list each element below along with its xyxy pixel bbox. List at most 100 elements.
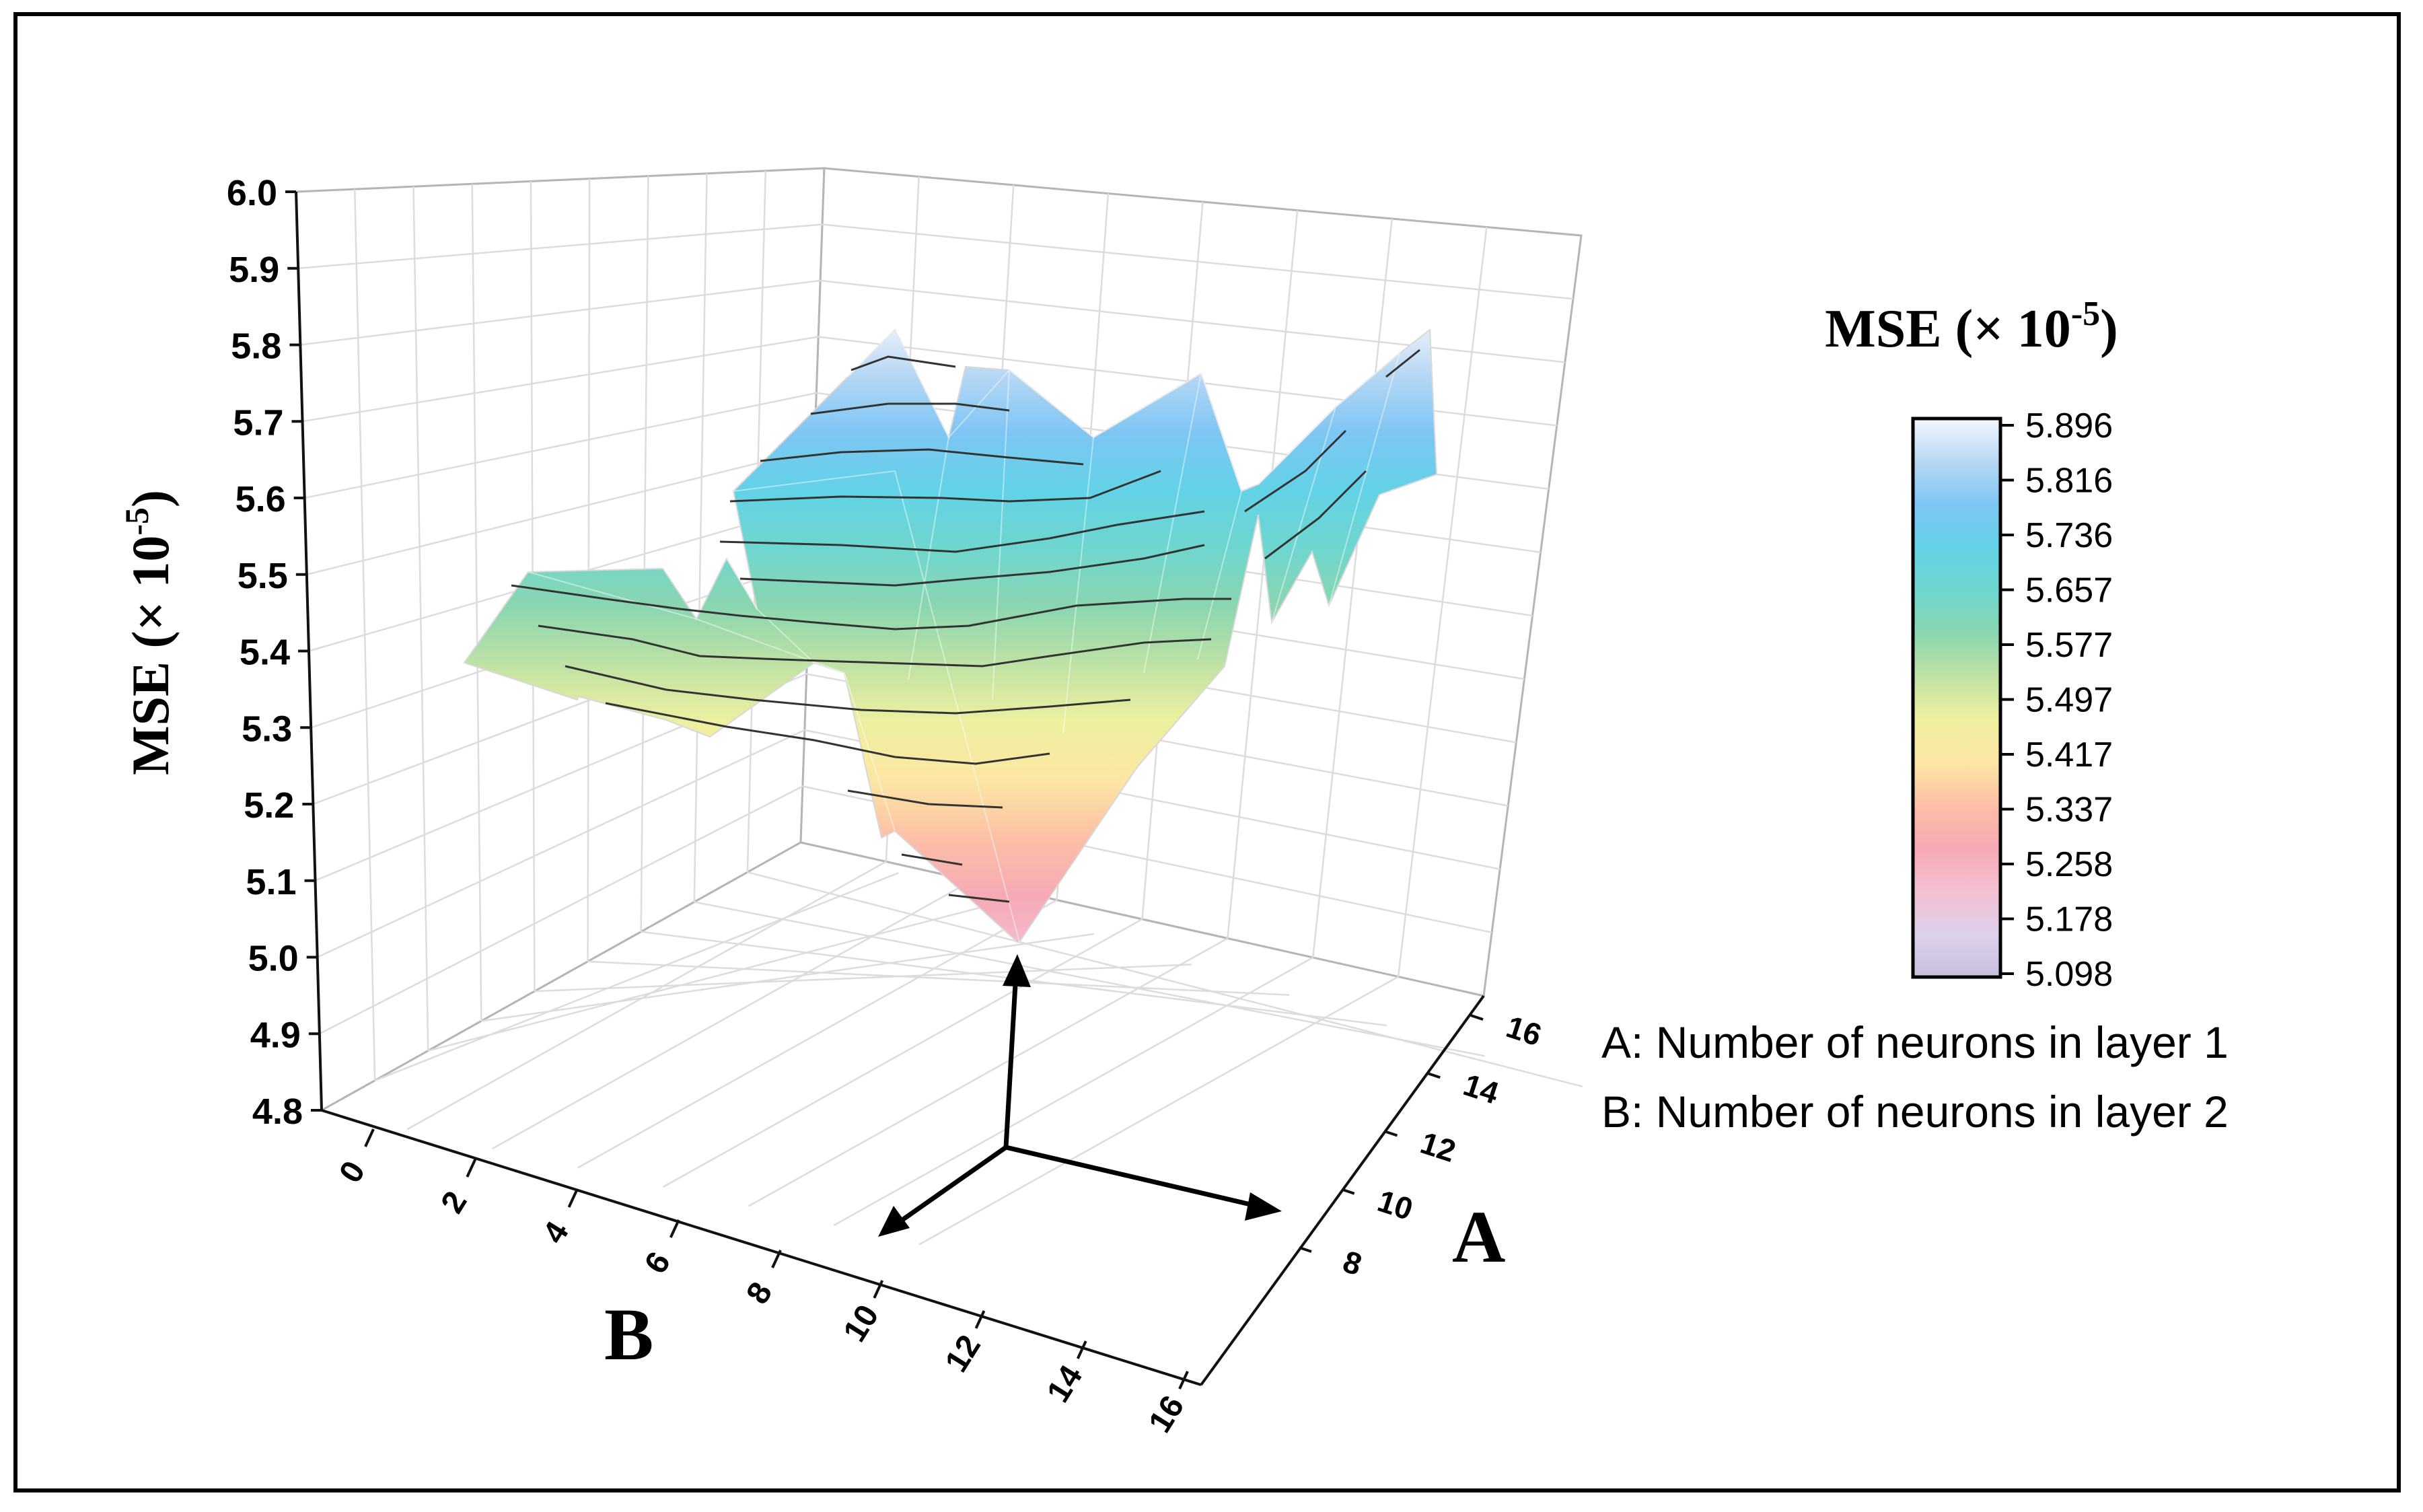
b-tick (1178, 1371, 1189, 1390)
a-floor-gridline (492, 879, 972, 1150)
z-axis-label-sup: -5 (118, 507, 155, 536)
b-tick-label: 10 (836, 1299, 885, 1348)
colorbar: MSE (× 10-5) 5.8965.8165.7365.6575.5775.… (1825, 295, 2118, 994)
a-tick-label: 8 (1339, 1244, 1366, 1282)
colorbar-title-main: MSE (× 10 (1825, 299, 2071, 359)
a-axis-title: A (1452, 1196, 1505, 1278)
colorbar-tick-label: 5.497 (2025, 681, 2113, 720)
b-axis-line (321, 1109, 1202, 1386)
arrow-heads (878, 954, 1282, 1237)
arrow-head-right (1245, 1192, 1282, 1221)
b-wall-gridline (471, 184, 482, 1021)
b-tick-label: 14 (1040, 1359, 1089, 1409)
b-tick-label: 12 (939, 1329, 988, 1378)
b-tick-label: 16 (1142, 1390, 1191, 1439)
colorbar-tick-label: 5.417 (2025, 735, 2113, 775)
b-tick-label: 4 (536, 1215, 576, 1250)
surface-facets (528, 328, 1401, 943)
z-tick-label: 4.8 (252, 1091, 303, 1132)
b-floor-gridline (481, 933, 1094, 1022)
surface-contour-lines (511, 349, 1420, 903)
mse-surface (463, 328, 1438, 943)
a-wall-gridline (1397, 227, 1488, 977)
b-tick (771, 1250, 782, 1268)
b-tick (669, 1219, 680, 1238)
a-tick-label: 12 (1416, 1125, 1460, 1169)
a-floor-gridline (577, 899, 1058, 1169)
z-tick-label: 5.4 (240, 633, 290, 673)
b-floor-gridline (427, 902, 997, 1052)
colorbar-tick-label: 5.736 (2025, 516, 2113, 555)
z-tick-label: 5.8 (231, 326, 281, 367)
b-floor-gridline (694, 901, 1485, 1057)
colorbar-tick-label: 5.816 (2025, 462, 2113, 501)
b-tick (466, 1159, 477, 1178)
arrow-head-up (1003, 954, 1031, 987)
z-axis-label-close: ) (121, 490, 180, 507)
direction-arrows (892, 972, 1266, 1228)
z-tick-label: 5.2 (244, 785, 294, 826)
b-tick-label: 2 (435, 1185, 474, 1219)
legend-a: A: Number of neurons in layer 1 (1601, 1017, 2229, 1067)
z-axis-label: MSE (× 10-5) (118, 490, 180, 775)
colorbar-title-close: ) (2100, 299, 2118, 359)
colorbar-title: MSE (× 10-5) (1825, 295, 2118, 359)
colorbar-title-sup: -5 (2071, 295, 2100, 333)
colorbar-tick-label: 5.657 (2025, 571, 2113, 610)
a-tick (1299, 1246, 1312, 1253)
colorbar-tick-label: 5.178 (2025, 900, 2113, 939)
z-tick-label: 5.0 (248, 939, 299, 979)
arrow-right (1005, 1145, 1266, 1211)
b-tick (364, 1128, 375, 1147)
a-tick (1342, 1188, 1355, 1195)
colorbar-tick-label: 5.258 (2025, 845, 2113, 884)
arrow-left (892, 1145, 1008, 1228)
b-floor-gridline (374, 872, 899, 1081)
a-floor-gridline (406, 861, 887, 1130)
z-tick-label: 5.1 (246, 862, 296, 902)
z-tick-label: 5.5 (238, 556, 288, 596)
z-tick-label: 5.7 (233, 402, 283, 443)
colorbar-bar (1911, 417, 2002, 979)
surface-body (463, 328, 1438, 943)
a-tick-label: 14 (1459, 1067, 1503, 1110)
colorbar-tick-label: 5.098 (2025, 955, 2113, 994)
a-tick (1384, 1130, 1398, 1137)
figure-frame (13, 12, 2401, 1492)
a-wall-gridline (1227, 210, 1299, 939)
b-tick (974, 1310, 986, 1329)
a-floor-gridline (748, 937, 1228, 1207)
b-tick (567, 1189, 579, 1208)
colorbar-tick-label: 5.896 (2025, 406, 2113, 445)
colorbar-tick-label: 5.337 (2025, 791, 2113, 830)
svg-text:MSE (× 10-5): MSE (× 10-5) (118, 490, 180, 775)
b-floor-gridline (587, 960, 1290, 996)
b-axis-title: B (604, 1293, 653, 1375)
arrow-head-left (878, 1206, 910, 1237)
legend-b: B: Number of neurons in layer 2 (1601, 1087, 2229, 1137)
a-floor-gridline (662, 918, 1143, 1188)
a-tick-label: 10 (1373, 1183, 1417, 1227)
b-tick (873, 1280, 884, 1299)
z-tick-label: 6.0 (227, 173, 277, 213)
b-wall-gridline (353, 189, 376, 1081)
a-tick-label: 16 (1503, 1009, 1546, 1052)
b-wall-gridline (412, 186, 429, 1051)
z-tick-label: 5.9 (229, 250, 279, 290)
z-axis: 6.0 5.9 5.8 5.7 5.6 5.5 5.4 5.3 5.2 5.1 5.0 4.9 4.8 (227, 173, 323, 1132)
colorbar-tick-label: 5.577 (2025, 626, 2113, 665)
b-wall-gridline (693, 173, 708, 902)
colorbar-ticks: 5.896 5.816 5.736 5.657 5.577 5.497 5.417 5.337… (2000, 406, 2113, 994)
arrow-up (1003, 972, 1019, 1148)
a-tick (1427, 1072, 1441, 1079)
b-wall-gridline (640, 176, 649, 932)
b-tick-label: 6 (638, 1246, 678, 1280)
a-tick (1470, 1014, 1484, 1021)
a-floor-gridline (833, 956, 1313, 1227)
z-tick-label: 5.3 (242, 709, 292, 749)
b-tick (1076, 1340, 1087, 1359)
b-tick-label: 8 (739, 1276, 779, 1310)
z-tick-label: 5.6 (236, 479, 286, 519)
z-tick-label: 4.9 (250, 1015, 301, 1055)
